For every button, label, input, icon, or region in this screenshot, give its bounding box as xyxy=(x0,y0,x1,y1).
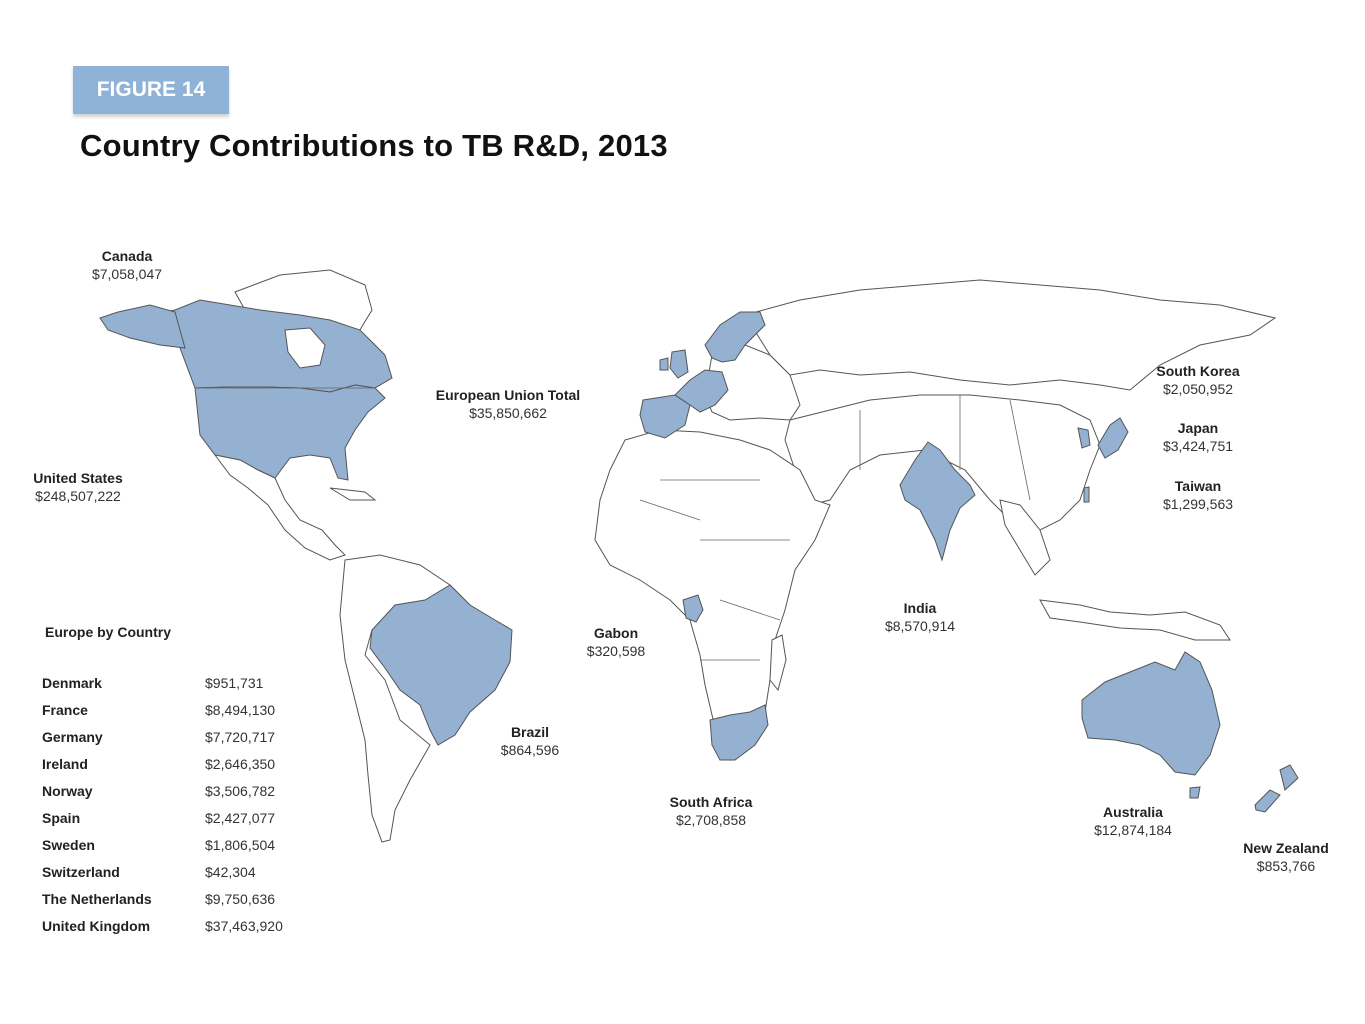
region-name: South Korea xyxy=(1156,363,1240,379)
region-value: $3,424,751 xyxy=(1162,438,1234,454)
table-row: United Kingdom $37,463,920 xyxy=(42,912,283,939)
label-japan: Japan $3,424,751 xyxy=(1163,419,1233,455)
region-value: $12,874,184 xyxy=(1094,822,1172,838)
south-africa-shape xyxy=(709,704,769,761)
region-name: South Africa xyxy=(669,794,753,810)
region-name: Japan xyxy=(1177,420,1219,436)
label-india: India $8,570,914 xyxy=(885,599,955,635)
region-value: $1,299,563 xyxy=(1162,496,1234,512)
table-row: Sweden $1,806,504 xyxy=(42,831,283,858)
table-row: Norway $3,506,782 xyxy=(42,777,283,804)
alaska-shape xyxy=(99,304,186,349)
country-borders xyxy=(195,387,1031,661)
ireland-shape xyxy=(659,357,669,371)
label-gabon: Gabon $320,598 xyxy=(587,624,645,660)
region-value: $2,050,952 xyxy=(1162,381,1234,397)
value-cell: $1,806,504 xyxy=(205,836,276,853)
region-value: $248,507,222 xyxy=(35,488,121,504)
country-cell: Switzerland xyxy=(42,863,120,880)
gabon-shape xyxy=(682,594,704,623)
scandinavia-shape xyxy=(704,311,766,363)
table-row: France $8,494,130 xyxy=(42,696,283,723)
region-value: $8,570,914 xyxy=(884,618,956,634)
country-cell: Ireland xyxy=(42,755,88,772)
country-cell: Sweden xyxy=(42,836,95,853)
western-europe-shape xyxy=(674,369,729,413)
table-row: The Netherlands $9,750,636 xyxy=(42,885,283,912)
value-cell: $2,427,077 xyxy=(205,809,276,826)
page-title: Country Contributions to TB R&D, 2013 xyxy=(80,128,668,163)
region-name: New Zealand xyxy=(1243,840,1329,856)
region-name: India xyxy=(903,600,937,616)
value-cell: $8,494,130 xyxy=(205,701,276,718)
region-name: Gabon xyxy=(593,625,639,641)
japan-shape xyxy=(1097,417,1129,459)
korea-shape xyxy=(1077,427,1091,449)
label-brazil: Brazil $864,596 xyxy=(501,723,559,759)
europe-table: Denmark $951,731 France $8,494,130 Germany… xyxy=(42,669,283,939)
mexico-shape xyxy=(213,454,346,561)
table-row: Germany $7,720,717 xyxy=(42,723,283,750)
new-zealand-south-shape xyxy=(1254,789,1281,813)
label-south-korea: South Korea $2,050,952 xyxy=(1156,362,1239,398)
region-name: Taiwan xyxy=(1174,478,1222,494)
country-cell: The Netherlands xyxy=(42,890,152,907)
value-cell: $37,463,920 xyxy=(205,917,283,934)
country-cell: Spain xyxy=(42,809,81,826)
value-cell: $2,646,350 xyxy=(205,755,276,772)
table-row: Switzerland $42,304 xyxy=(42,858,283,885)
region-value: $320,598 xyxy=(586,643,646,659)
value-cell: $9,750,636 xyxy=(205,890,276,907)
cuba-shape xyxy=(329,487,377,501)
table-row: Spain $2,427,077 xyxy=(42,804,283,831)
table-row: Ireland $2,646,350 xyxy=(42,750,283,777)
indonesia-shape xyxy=(1039,599,1231,641)
figure-label: FIGURE 14 xyxy=(73,66,229,114)
label-united-states: United States $248,507,222 xyxy=(33,469,122,505)
region-value: $853,766 xyxy=(1256,858,1316,874)
taiwan-shape xyxy=(1083,486,1090,503)
africa-shape xyxy=(594,429,831,761)
region-value: $35,850,662 xyxy=(469,405,547,421)
label-taiwan: Taiwan $1,299,563 xyxy=(1163,477,1233,513)
region-name: Brazil xyxy=(510,724,550,740)
label-canada: Canada $7,058,047 xyxy=(92,247,162,283)
region-value: $864,596 xyxy=(500,742,560,758)
region-name: Australia xyxy=(1103,804,1163,820)
europe-table-title: Europe by Country xyxy=(45,624,172,640)
region-value: $2,708,858 xyxy=(675,812,747,828)
india-shape xyxy=(899,441,976,562)
region-name: European Union Total xyxy=(435,387,581,403)
label-south-africa: South Africa $2,708,858 xyxy=(670,793,753,829)
country-cell: Norway xyxy=(42,782,93,799)
asia-shape xyxy=(784,394,1101,531)
madagascar-shape xyxy=(769,634,787,692)
country-cell: France xyxy=(42,701,88,718)
country-cell: Denmark xyxy=(42,674,102,691)
country-cell: Germany xyxy=(42,728,103,745)
new-zealand-north-shape xyxy=(1279,764,1299,791)
label-european-union: European Union Total $35,850,662 xyxy=(436,386,580,422)
value-cell: $42,304 xyxy=(205,863,256,880)
region-value: $7,058,047 xyxy=(91,266,163,282)
tasmania-shape xyxy=(1189,786,1201,799)
australia-shape xyxy=(1081,651,1221,776)
region-name: Canada xyxy=(101,248,153,264)
southeast-asia-shape xyxy=(999,499,1051,576)
value-cell: $951,731 xyxy=(205,674,264,691)
russia-shape xyxy=(744,279,1277,391)
region-name: United States xyxy=(33,470,123,486)
table-row: Denmark $951,731 xyxy=(42,669,283,696)
label-australia: Australia $12,874,184 xyxy=(1094,803,1172,839)
hudson-bay-shape xyxy=(284,327,326,369)
value-cell: $3,506,782 xyxy=(205,782,276,799)
uk-shape xyxy=(669,349,689,379)
value-cell: $7,720,717 xyxy=(205,728,276,745)
brazil-shape xyxy=(369,584,513,746)
country-cell: United Kingdom xyxy=(42,917,151,934)
label-new-zealand: New Zealand $853,766 xyxy=(1243,839,1329,875)
